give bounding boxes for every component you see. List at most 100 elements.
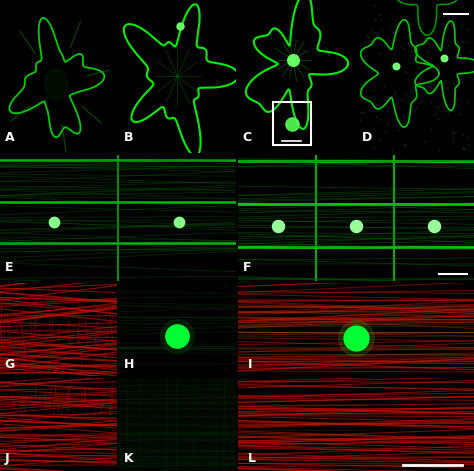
Point — [449, 79, 457, 86]
Point — [371, 28, 378, 36]
Point — [400, 113, 407, 120]
Point — [430, 87, 438, 94]
Point — [415, 73, 422, 80]
Text: G: G — [5, 357, 15, 371]
Point — [423, 38, 430, 46]
Point — [392, 89, 399, 96]
Point — [288, 120, 296, 128]
Point — [411, 86, 419, 93]
Point — [458, 2, 465, 10]
Text: A: A — [5, 131, 14, 144]
Point — [421, 138, 428, 145]
Point — [50, 218, 58, 226]
Point — [364, 32, 371, 40]
Point — [392, 62, 400, 70]
Point — [459, 144, 467, 152]
Point — [365, 61, 372, 69]
Point — [440, 12, 447, 20]
Point — [449, 138, 457, 146]
Text: J: J — [5, 453, 9, 465]
Point — [413, 104, 420, 112]
Point — [372, 16, 379, 24]
Point — [430, 222, 438, 229]
Point — [173, 333, 181, 340]
Point — [433, 103, 440, 111]
Point — [361, 38, 369, 45]
Point — [372, 100, 380, 107]
Point — [449, 129, 457, 136]
Point — [466, 47, 474, 55]
Point — [429, 28, 437, 35]
Point — [448, 134, 456, 142]
Point — [399, 95, 406, 103]
Point — [443, 84, 450, 91]
Point — [383, 120, 391, 128]
Point — [426, 82, 433, 89]
Point — [457, 51, 465, 58]
Point — [436, 13, 443, 20]
Point — [453, 96, 460, 103]
Point — [357, 108, 365, 116]
Point — [352, 334, 360, 342]
Point — [426, 26, 434, 33]
Point — [361, 79, 369, 86]
Point — [435, 145, 443, 153]
Point — [458, 21, 465, 29]
Point — [375, 11, 383, 19]
Point — [455, 42, 462, 50]
Point — [388, 56, 396, 63]
Point — [459, 38, 466, 45]
Point — [437, 53, 444, 60]
Point — [375, 35, 383, 43]
Point — [359, 108, 367, 115]
Point — [369, 67, 376, 75]
Point — [407, 0, 415, 8]
Point — [401, 90, 409, 97]
Point — [369, 87, 376, 94]
Point — [417, 77, 424, 85]
Point — [456, 110, 464, 118]
Point — [406, 116, 414, 123]
Point — [463, 38, 471, 46]
Point — [376, 49, 383, 57]
Point — [352, 222, 360, 229]
Point — [176, 22, 183, 30]
Point — [444, 41, 452, 49]
Point — [362, 59, 369, 66]
Text: L: L — [247, 453, 255, 465]
Point — [406, 0, 414, 8]
Point — [463, 133, 471, 141]
Text: B: B — [124, 131, 133, 144]
Point — [406, 85, 413, 93]
Point — [175, 218, 183, 226]
Point — [377, 15, 385, 23]
Point — [401, 45, 408, 52]
Point — [444, 109, 452, 116]
Point — [407, 30, 414, 37]
Point — [404, 39, 411, 46]
Point — [439, 102, 447, 109]
Point — [406, 106, 414, 114]
Point — [447, 21, 455, 28]
Point — [401, 69, 409, 76]
Point — [439, 79, 447, 86]
Point — [372, 113, 380, 121]
Point — [407, 47, 414, 55]
Point — [425, 40, 433, 47]
Point — [464, 98, 472, 106]
Point — [427, 125, 435, 133]
Point — [365, 33, 373, 41]
Point — [414, 63, 422, 71]
Point — [352, 334, 360, 342]
Point — [357, 85, 365, 93]
Point — [289, 56, 297, 64]
Text: D: D — [362, 131, 372, 144]
Point — [457, 70, 465, 78]
Point — [390, 91, 397, 98]
Point — [384, 34, 392, 42]
Text: C: C — [243, 131, 252, 144]
Point — [419, 20, 427, 27]
Point — [460, 146, 468, 153]
Point — [435, 115, 442, 122]
Point — [449, 129, 457, 137]
